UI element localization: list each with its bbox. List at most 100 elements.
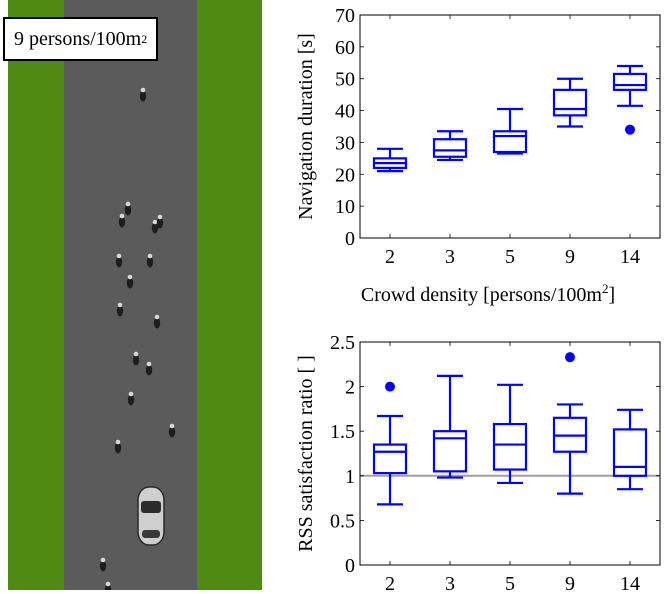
y-tick-label: 20 — [335, 164, 355, 186]
pedestrian — [118, 213, 126, 228]
y-tick-label: 30 — [335, 132, 355, 154]
pedestrian-head — [128, 391, 134, 397]
pedestrian — [124, 201, 132, 216]
x-tick-label: 5 — [505, 573, 515, 590]
pedestrian-head — [146, 361, 152, 367]
pedestrian-head — [100, 557, 106, 563]
pedestrian-head — [105, 581, 111, 587]
box-2 — [372, 147, 408, 173]
pedestrian-head — [119, 213, 125, 219]
pedestrian — [145, 361, 153, 376]
chart-2: 0 0.5 1 1.5 2 2.5 2 3 5 9 14 RSS satisfaction ratio… — [295, 332, 661, 594]
pedestrian-body — [156, 217, 164, 229]
crowd-density-label-text: 9 persons/100m — [14, 27, 142, 50]
plot-frame — [359, 341, 661, 566]
x-tick-label: 9 — [565, 573, 575, 590]
crowd-density-label-sup: 2 — [141, 31, 148, 46]
chart-1: 0 10 20 30 40 50 60 70 2 3 5 9 14 Navigation duration… — [295, 5, 661, 306]
y-tick-label: 1.5 — [330, 421, 355, 443]
pedestrian-body — [114, 442, 122, 454]
y-axis-label: RSS satisfaction ratio [ ] — [295, 355, 317, 552]
iqr-box — [492, 130, 528, 154]
y-tick-label: 1 — [345, 466, 355, 488]
autonomous-vehicle — [137, 486, 165, 546]
pedestrian-body — [153, 317, 161, 329]
box-5 — [492, 383, 528, 485]
pedestrian — [132, 351, 140, 366]
pedestrian — [168, 423, 176, 438]
pedestrian-head — [116, 253, 122, 259]
pedestrian-head — [115, 439, 121, 445]
outlier-point — [385, 381, 395, 392]
x-tick-label: 2 — [385, 246, 395, 268]
y-tick-label: 40 — [335, 101, 355, 123]
pedestrian — [153, 314, 161, 329]
simulation-scene: 9 persons/100m 2 — [0, 0, 270, 594]
pedestrian-head — [152, 219, 158, 225]
box-3 — [432, 374, 468, 479]
x-tick-label: 3 — [445, 573, 455, 590]
y-tick-label: 0 — [345, 555, 355, 577]
pedestrian-body — [115, 256, 123, 268]
y-tick-label: 70 — [335, 5, 355, 27]
box-5 — [492, 107, 528, 155]
iqr-box — [552, 88, 588, 117]
pedestrian-head — [133, 351, 139, 357]
y-tick-label: 2 — [345, 377, 355, 399]
pedestrian-head — [127, 274, 133, 280]
pedestrian-body — [151, 222, 159, 234]
pedestrian-body — [139, 90, 147, 102]
iqr-box — [612, 72, 648, 91]
box-2 — [372, 381, 408, 506]
box-3 — [432, 130, 468, 162]
outlier-point — [625, 124, 635, 135]
pedestrian — [139, 87, 147, 102]
pedestrian — [116, 302, 124, 317]
pedestrian — [156, 214, 164, 229]
box-9 — [552, 352, 588, 495]
pedestrian-head — [117, 302, 123, 308]
pedestrian-body — [118, 216, 126, 228]
pedestrian — [127, 391, 135, 406]
y-tick-label: 10 — [335, 196, 355, 218]
pedestrian-head — [140, 87, 146, 93]
pedestrian-head — [147, 253, 153, 259]
pedestrian-body — [126, 277, 134, 289]
y-tick-label: 2.5 — [330, 332, 355, 354]
iqr-box — [432, 430, 468, 473]
pedestrian-head — [169, 423, 175, 429]
pedestrian — [114, 439, 122, 454]
y-tick-label: 50 — [335, 69, 355, 91]
y-tick-label: 0 — [345, 228, 355, 250]
car-shape — [137, 486, 165, 546]
iqr-box — [432, 138, 468, 158]
y-tick-label: 0.5 — [330, 510, 355, 532]
x-tick-label: 9 — [565, 246, 575, 268]
iqr-box — [492, 422, 528, 471]
iqr-box — [612, 428, 648, 477]
x-tick-label: 3 — [445, 246, 455, 268]
y-tick-label: 60 — [335, 37, 355, 59]
iqr-box — [372, 443, 408, 475]
x-tick-label: 14 — [620, 573, 640, 590]
pedestrian — [146, 253, 154, 268]
pedestrian-body — [116, 305, 124, 317]
pedestrian — [115, 253, 123, 268]
car-windshield — [141, 501, 161, 513]
y-axis-label: Navigation duration [s] — [295, 33, 317, 220]
scene-canvas — [8, 0, 262, 594]
x-tick-label: 14 — [620, 246, 640, 268]
pedestrian — [151, 219, 159, 234]
pedestrian-head — [125, 201, 131, 207]
outlier-point — [565, 352, 575, 363]
pedestrian-head — [154, 314, 160, 320]
x-tick-label: 2 — [385, 573, 395, 590]
crowd-density-label: 9 persons/100m 2 — [3, 17, 159, 61]
pedestrian-body — [124, 204, 132, 216]
road — [64, 0, 197, 590]
pedestrian-body — [145, 364, 153, 376]
car-rear-window — [142, 530, 160, 538]
pedestrian-body — [146, 256, 154, 268]
box-14 — [612, 64, 648, 135]
plot-frame — [359, 14, 661, 239]
